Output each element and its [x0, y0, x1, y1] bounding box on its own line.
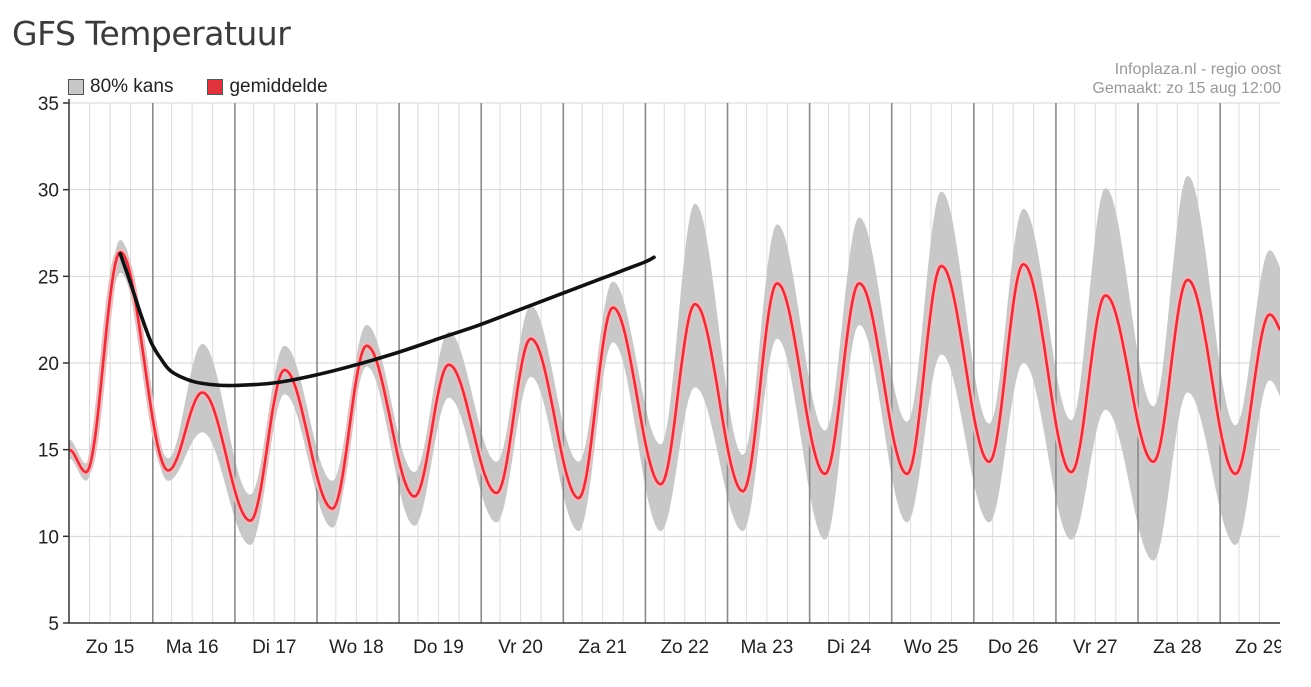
- confidence-band-80: [69, 175, 1280, 561]
- legend-item-band: 80% kans: [68, 76, 173, 98]
- legend-item-mean: gemiddelde: [207, 76, 328, 98]
- x-tick-label: Wo 18: [329, 637, 384, 658]
- x-tick-label: Wo 25: [904, 637, 959, 658]
- x-tick-label: Ma 23: [740, 637, 793, 658]
- y-tick-label: 20: [38, 354, 59, 375]
- x-tick-label: Za 28: [1153, 637, 1202, 658]
- legend-label-mean: gemiddelde: [229, 76, 328, 97]
- x-tick-label: Zo 15: [86, 637, 135, 658]
- x-tick-label: Zo 22: [660, 637, 709, 658]
- legend-swatch-mean: [207, 79, 224, 95]
- mean-line: [69, 250, 1280, 522]
- y-tick-label: 15: [38, 441, 59, 462]
- x-tick-label: Zo 29: [1235, 637, 1284, 658]
- x-tick-label: Do 19: [413, 637, 464, 658]
- x-tick-label: Di 17: [252, 637, 296, 658]
- x-tick-label: Za 21: [578, 637, 627, 658]
- source-line-1: Infoplaza.nl - regio oost: [1114, 61, 1281, 78]
- page-title: GFS Temperatuur: [12, 14, 291, 53]
- y-tick-label: 35: [38, 94, 59, 115]
- source-line-2: Gemaakt: zo 15 aug 12:00: [1092, 80, 1281, 97]
- source-info: Infoplaza.nl - regio oost Gemaakt: zo 15…: [1092, 60, 1281, 98]
- x-tick-label: Di 24: [827, 637, 872, 658]
- x-tick-label: Vr 27: [1073, 637, 1118, 658]
- x-axis-right-mask: [1281, 630, 1311, 670]
- legend-swatch-band: [68, 79, 84, 95]
- x-tick-label: Ma 16: [166, 637, 219, 658]
- chart-legend: 80% kans gemiddelde: [68, 76, 362, 98]
- y-tick-label: 30: [38, 181, 59, 202]
- x-tick-label: Do 26: [988, 637, 1039, 658]
- y-tick-label: 5: [48, 614, 59, 635]
- x-tick-label: Vr 20: [498, 637, 543, 658]
- overlay-trend-curve: [118, 252, 656, 388]
- legend-label-band: 80% kans: [90, 76, 174, 97]
- y-tick-label: 10: [38, 527, 59, 548]
- y-tick-label: 25: [38, 267, 59, 288]
